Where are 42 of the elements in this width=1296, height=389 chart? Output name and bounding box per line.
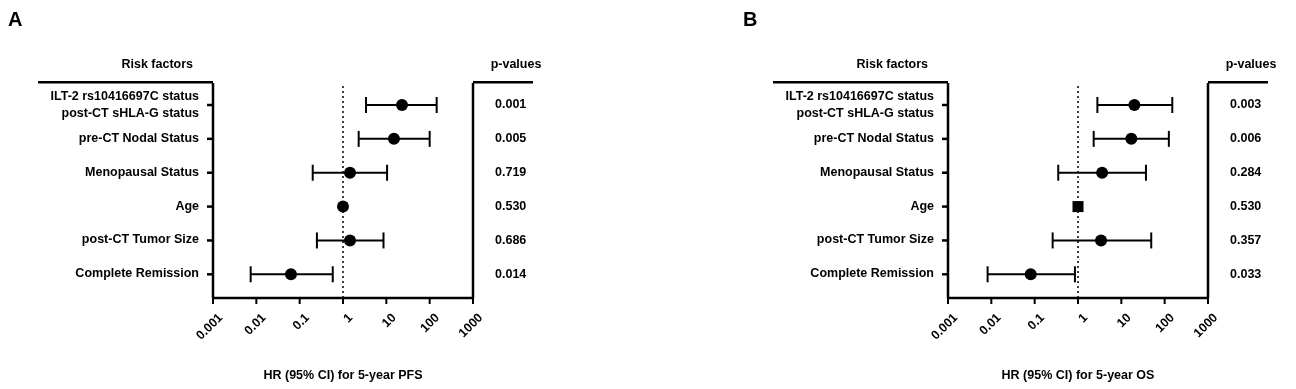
x-axis-title: HR (95% CI) for 5-year PFS bbox=[263, 368, 423, 382]
y-tick-label: post-CT Tumor Size bbox=[81, 232, 200, 247]
y2-axis-title: p-values bbox=[1224, 57, 1278, 71]
y2-tick-label: 0.284 bbox=[1230, 165, 1262, 180]
x-tick-label: 10 bbox=[378, 310, 399, 331]
y-tick-label: pre-CT Nodal Status bbox=[813, 131, 935, 146]
x-tick-label: 0.01 bbox=[976, 310, 1004, 338]
y2-tick-label: 0.033 bbox=[1230, 266, 1262, 281]
x-tick-label: 0.01 bbox=[241, 310, 269, 338]
y-tick-label: Menopausal Status bbox=[820, 165, 935, 180]
x-tick-label: 0.1 bbox=[1024, 310, 1048, 333]
y2-tick-label: 0.357 bbox=[1230, 232, 1262, 247]
y2-tick-label: 0.006 bbox=[1230, 131, 1262, 146]
x-tick-label: 0.1 bbox=[289, 310, 313, 333]
y2-tick-label: 0.003 bbox=[1230, 97, 1262, 112]
y-tick-label: Age bbox=[175, 198, 200, 213]
y-tick-label: Complete Remission bbox=[75, 266, 199, 281]
y-tick-label: ILT-2 rs10416697C status post-CT sHLA-G status bbox=[785, 88, 935, 120]
x-axis-title: HR (95% CI) for 5-year OS bbox=[1001, 368, 1155, 382]
y2-tick-label: 0.014 bbox=[495, 266, 527, 281]
x-tick-label: 1 bbox=[340, 310, 356, 326]
y2-tick-label: 0.686 bbox=[495, 232, 527, 247]
y2-tick-label: 0.005 bbox=[495, 131, 527, 146]
y-tick-label: Age bbox=[910, 198, 935, 213]
y2-axis-title: p-values bbox=[489, 57, 543, 71]
text: A bbox=[8, 8, 23, 31]
y2-tick-label: 0.530 bbox=[1230, 198, 1262, 213]
y-axis-title: Risk factors bbox=[121, 57, 193, 71]
y-tick-label: post-CT Tumor Size bbox=[816, 232, 935, 247]
x-tick-label: 1 bbox=[1075, 310, 1091, 326]
y-tick-label: ILT-2 rs10416697C status post-CT sHLA-G status bbox=[50, 88, 200, 120]
y2-tick-label: 0.719 bbox=[495, 165, 527, 180]
text: B bbox=[743, 8, 758, 31]
y-tick-label: Menopausal Status bbox=[85, 165, 200, 180]
x-tick-label: 100 bbox=[417, 310, 443, 336]
y-tick-label: pre-CT Nodal Status bbox=[78, 131, 200, 146]
y2-tick-label: 0.530 bbox=[495, 198, 527, 213]
y2-tick-label: 0.001 bbox=[495, 97, 527, 112]
x-tick-label: 10 bbox=[1113, 310, 1134, 331]
y-axis-title: Risk factors bbox=[856, 57, 928, 71]
y-tick-label: Complete Remission bbox=[810, 266, 934, 281]
x-tick-label: 100 bbox=[1152, 310, 1178, 336]
